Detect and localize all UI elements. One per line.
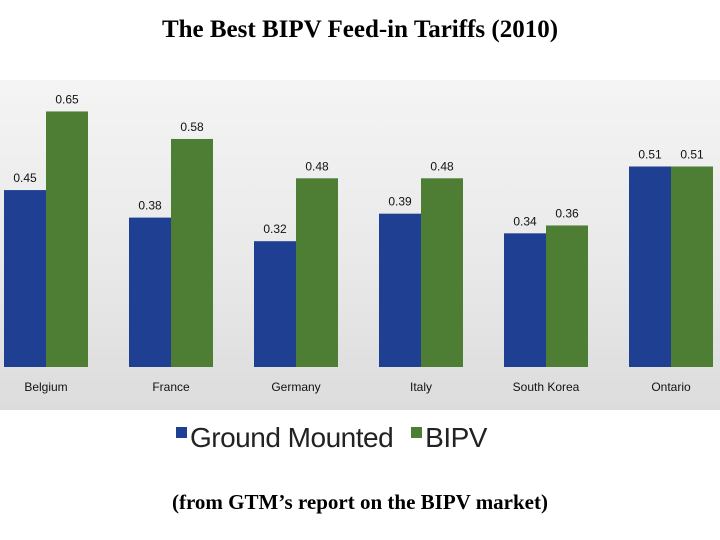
bar-bipv-italy — [421, 178, 463, 367]
value-label-ground-mounted-italy: 0.39 — [388, 195, 412, 209]
bar-bipv-belgium — [46, 111, 88, 367]
legend-label-ground-mounted: Ground Mounted — [190, 422, 394, 453]
value-label-bipv-germany: 0.48 — [305, 159, 329, 173]
category-label-germany: Germany — [271, 380, 320, 394]
category-label-italy: Italy — [410, 380, 432, 394]
value-label-bipv-ontario: 0.51 — [680, 147, 704, 161]
category-label-ontario: Ontario — [651, 380, 691, 394]
category-label-south-korea: South Korea — [513, 380, 580, 394]
bar-ground-mounted-italy — [379, 213, 421, 367]
legend-item-ground-mounted: Ground Mounted — [176, 422, 394, 454]
legend-swatch-ground-mounted — [176, 426, 187, 438]
bar-ground-mounted-germany — [254, 241, 296, 367]
bar-bipv-germany — [296, 178, 338, 367]
bar-ground-mounted-ontario — [629, 166, 671, 367]
value-label-ground-mounted-ontario: 0.51 — [638, 147, 662, 161]
value-label-ground-mounted-germany: 0.32 — [263, 222, 287, 236]
value-label-ground-mounted-france: 0.38 — [138, 199, 162, 213]
source-note: (from GTM’s report on the BIPV market) — [172, 490, 548, 514]
category-label-belgium: Belgium — [24, 380, 67, 394]
legend-label-bipv: BIPV — [425, 422, 487, 453]
value-label-bipv-south-korea: 0.36 — [555, 206, 579, 220]
chart-title: The Best BIPV Feed-in Tariffs (2010) — [161, 16, 559, 43]
bar-bipv-france — [171, 138, 213, 367]
legend: Ground Mounted BIPV — [176, 422, 505, 454]
bar-ground-mounted-belgium — [4, 190, 46, 367]
chart-panel: 0.45 0.65 Belgium 0.38 0.58 France 0.32 0.48 Ger… — [0, 80, 720, 410]
value-label-bipv-france: 0.58 — [180, 120, 204, 134]
value-label-ground-mounted-south-korea: 0.34 — [513, 214, 537, 228]
bar-ground-mounted-france — [129, 217, 171, 367]
legend-swatch-bipv — [411, 426, 423, 438]
value-label-bipv-belgium: 0.65 — [55, 92, 79, 106]
bar-ground-mounted-south-korea — [504, 233, 546, 367]
bar-bipv-south-korea — [546, 225, 588, 367]
legend-item-bipv: BIPV — [411, 422, 487, 454]
value-label-ground-mounted-belgium: 0.45 — [13, 171, 37, 185]
bar-chart: 0.45 0.65 Belgium 0.38 0.58 France 0.32 0.48 Ger… — [4, 92, 713, 394]
bar-bipv-ontario — [671, 166, 713, 367]
value-label-bipv-italy: 0.48 — [430, 159, 454, 173]
category-label-france: France — [152, 380, 190, 394]
